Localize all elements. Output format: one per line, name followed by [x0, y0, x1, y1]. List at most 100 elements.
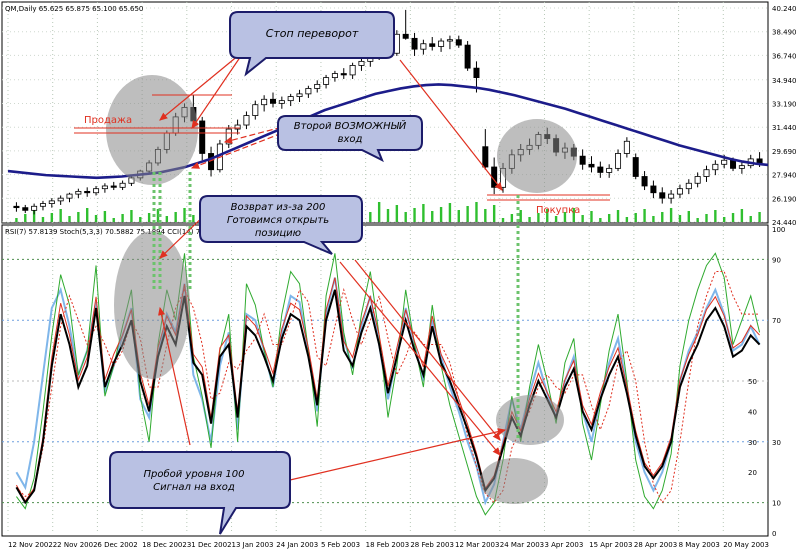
candle-body [659, 192, 666, 199]
candle-body [455, 39, 462, 46]
candle-body [402, 33, 409, 39]
candle-body [225, 128, 232, 145]
candle-body [119, 182, 126, 188]
price-tick-label: 33.190 [772, 100, 797, 108]
volume-bar [607, 214, 611, 222]
candle-body [685, 182, 692, 190]
volume-bar [599, 218, 602, 222]
price-tick-label: 29.690 [772, 148, 797, 156]
candle-body [287, 96, 294, 102]
callout-breakout: Пробой уровня 100 Сигнал на вход [109, 451, 291, 535]
volume-bar [147, 213, 151, 222]
candle-body [93, 188, 100, 194]
volume-bar [139, 217, 142, 222]
time-tick-label: 8 May 2003 [679, 541, 720, 549]
candle-body [721, 159, 728, 165]
candle-body [296, 93, 303, 97]
breakout-zone-ellipse-upper [496, 395, 564, 445]
candle-body [420, 43, 427, 50]
candle-body [57, 197, 64, 202]
cci-line [15, 277, 761, 506]
volume-bar [431, 211, 434, 222]
candle-body [606, 167, 613, 173]
time-tick-label: 13 Jan 2003 [232, 541, 274, 549]
buy-zone-ellipse [497, 119, 577, 193]
candle-body [429, 43, 436, 47]
arrow-return-3 [339, 261, 501, 456]
candle-body [730, 159, 737, 169]
osc-tick-label: 30 [772, 439, 781, 447]
volume-bar [590, 211, 593, 222]
volume-bar [103, 211, 107, 222]
candle-body [632, 157, 639, 177]
volume-bar [722, 217, 726, 222]
time-tick-label: 22 Nov 2002 [53, 541, 98, 549]
price-tick-label: 27.940 [772, 172, 797, 180]
volume-bar [563, 212, 567, 222]
sell-label: Продажа [84, 115, 132, 126]
volume-bar [528, 217, 531, 222]
candle-body [703, 169, 710, 177]
volume-bar [652, 216, 655, 222]
stoch-k-line [16, 252, 761, 516]
volume-bar [86, 208, 89, 222]
candle-body [694, 176, 701, 184]
candle-body [446, 39, 453, 42]
volume-bar [758, 212, 761, 222]
sell-zone-ellipse [106, 75, 198, 185]
time-tick-label: 3 Apr 2003 [544, 541, 583, 549]
time-tick-label: 12 Mar 2003 [455, 541, 499, 549]
osc-inner-tick-label: 20 [748, 469, 757, 477]
price-tick-label: 36.740 [772, 52, 797, 60]
volume-bar [643, 209, 646, 222]
buy-label: Покупка [536, 205, 580, 216]
callout-return-text-2: Готовимся открыть [227, 215, 329, 226]
candle-body [464, 44, 471, 69]
candle-body [393, 33, 400, 54]
volume-bar [77, 212, 80, 222]
price-tick-label: 40.240 [772, 5, 797, 13]
candle-body [738, 165, 745, 169]
time-tick-label: 12 Nov 2002 [8, 541, 53, 549]
volume-bar [41, 217, 45, 222]
volume-bar [616, 210, 620, 222]
callout-second-entry-text-2: вход [338, 134, 363, 145]
indicator-header: RSI(7) 57.8139 Stoch(5,3,3) 70.5882 75.1… [5, 228, 225, 236]
osc-inner-tick-label: 30 [748, 439, 757, 447]
time-tick-label: 20 May 2003 [723, 541, 769, 549]
volume-bar [50, 213, 54, 222]
candle-body [269, 98, 276, 104]
volume-bar [492, 205, 496, 222]
osc-tick-label: 100 [772, 226, 785, 234]
osc-inner-tick-label: 40 [748, 408, 757, 416]
volume-bar [94, 215, 98, 222]
volume-bar [121, 214, 124, 222]
volume-bar [192, 215, 195, 222]
volume-bar [510, 214, 514, 222]
volume-bar [413, 208, 416, 222]
volume-bar [634, 213, 637, 222]
arrow-reversal-to-sell-2 [191, 49, 246, 129]
volume-bar [581, 215, 584, 222]
volume-bar [625, 217, 629, 222]
candle-body [101, 185, 108, 190]
candle-body [22, 207, 29, 211]
callout-breakout-text-2: Сигнал на вход [153, 482, 235, 493]
time-tick-label: 28 Feb 2003 [410, 541, 454, 549]
osc-inner-tick-label: 50 [748, 378, 757, 386]
candle-body [712, 163, 719, 171]
time-tick-label: 31 Dec 2002 [187, 541, 232, 549]
volume-bar [386, 209, 390, 222]
callout-return-text-3: позицию [255, 228, 301, 239]
volume-bar [59, 209, 62, 222]
volume-bar [130, 210, 133, 222]
time-tick-label: 28 Apr 2003 [634, 541, 677, 549]
volume-bar [696, 218, 699, 222]
volume-bar [439, 207, 443, 222]
arrow-breakout-left [158, 306, 191, 446]
candle-body [66, 193, 73, 199]
candle-body [588, 163, 595, 168]
callout-return-text-1: Возврат из-за 200 [231, 202, 326, 213]
